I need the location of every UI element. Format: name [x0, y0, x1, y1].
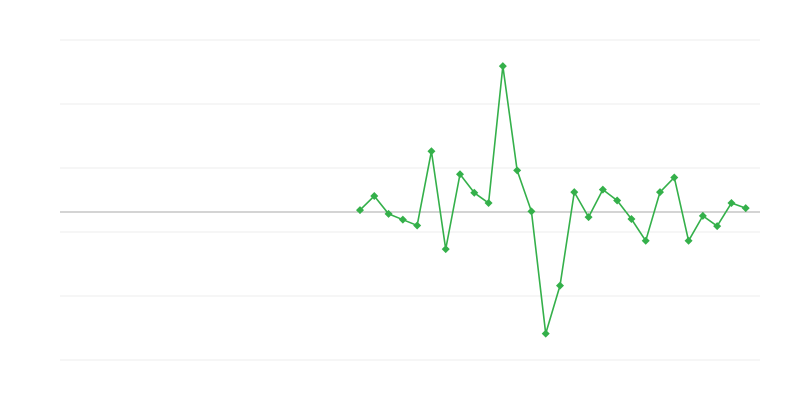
data-point[interactable] [456, 170, 464, 179]
data-point[interactable] [741, 204, 750, 213]
data-point[interactable] [484, 199, 493, 208]
data-point[interactable] [684, 236, 693, 245]
data-point[interactable] [398, 215, 407, 224]
series-path [359, 65, 746, 335]
data-point[interactable] [498, 62, 507, 71]
data-point[interactable] [541, 329, 550, 338]
data-point[interactable] [427, 147, 436, 156]
grid-lines [60, 39, 760, 361]
data-point[interactable] [727, 199, 736, 208]
data-point[interactable] [556, 281, 564, 290]
data-point[interactable] [441, 245, 450, 254]
data-point[interactable] [356, 206, 364, 215]
data-point[interactable] [413, 221, 422, 230]
data-point[interactable] [527, 207, 536, 216]
data-point[interactable] [384, 209, 393, 218]
data-point[interactable] [670, 173, 679, 182]
data-point[interactable] [613, 196, 622, 205]
data-point[interactable] [584, 213, 593, 222]
data-point[interactable] [698, 211, 707, 220]
data-point[interactable] [713, 222, 722, 231]
data-point[interactable] [570, 188, 579, 197]
series-line [356, 62, 750, 338]
data-point[interactable] [370, 192, 379, 200]
data-point[interactable] [627, 215, 636, 224]
data-point[interactable] [598, 185, 607, 194]
data-point[interactable] [513, 166, 522, 175]
data-point[interactable] [470, 188, 479, 197]
data-point[interactable] [641, 236, 650, 245]
data-point[interactable] [656, 188, 664, 197]
